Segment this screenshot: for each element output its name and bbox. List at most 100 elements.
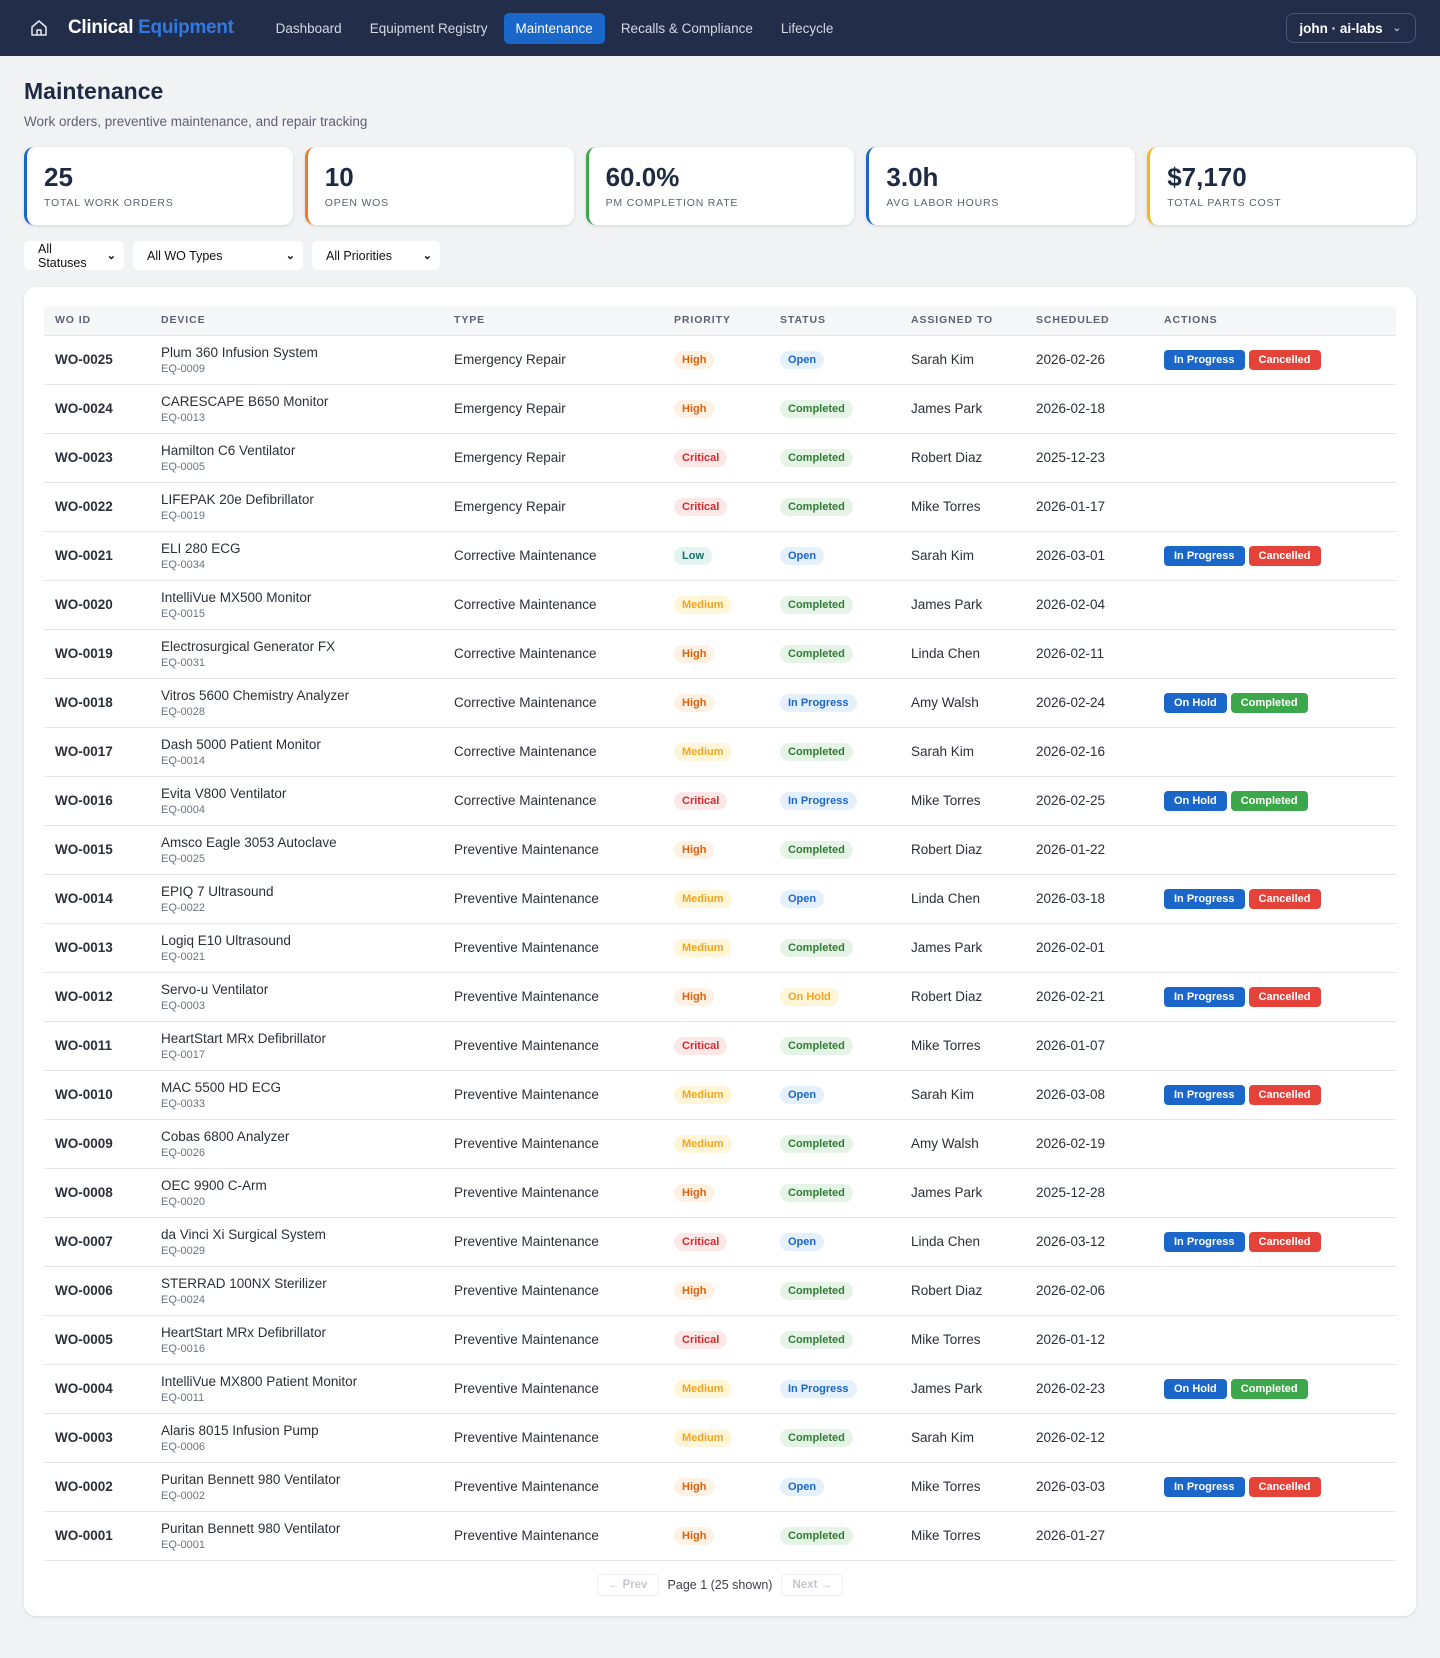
table-row[interactable]: WO-0013 Logiq E10 Ultrasound EQ-0021 Preven… [44,923,1396,973]
mark-cancelled-button[interactable]: Cancelled [1248,545,1321,566]
wo-id[interactable]: WO-0025 [44,335,150,385]
wo-id[interactable]: WO-0019 [44,629,150,679]
wo-id[interactable]: WO-0018 [44,678,150,728]
mark-in-progress-button[interactable]: In Progress [1164,1084,1245,1105]
col-assigned-to[interactable]: Assigned To [900,306,1025,336]
table-row[interactable]: WO-0025 Plum 360 Infusion System EQ-0009 Em… [44,335,1396,385]
wo-id[interactable]: WO-0015 [44,825,150,875]
table-row[interactable]: WO-0017 Dash 5000 Patient Monitor EQ-0014 C… [44,727,1396,777]
wo-id[interactable]: WO-0010 [44,1070,150,1120]
table-row[interactable]: WO-0016 Evita V800 Ventilator EQ-0004 Corre… [44,776,1396,826]
mark-completed-button[interactable]: Completed [1230,1378,1308,1399]
wo-id[interactable]: WO-0004 [44,1364,150,1414]
app-brand[interactable]: Clinical Equipment [68,17,234,39]
home-icon[interactable] [24,13,54,43]
mark-on-hold-button[interactable]: On Hold [1164,692,1227,713]
wo-id[interactable]: WO-0014 [44,874,150,924]
nav-tab-equipment-registry[interactable]: Equipment Registry [369,20,488,36]
nav-tab-lifecycle[interactable]: Lifecycle [780,20,834,36]
table-row[interactable]: WO-0003 Alaris 8015 Infusion Pump EQ-0006 P… [44,1413,1396,1463]
wo-id[interactable]: WO-0013 [44,923,150,973]
table-row[interactable]: WO-0009 Cobas 6800 Analyzer EQ-0026 Prevent… [44,1119,1396,1169]
mark-in-progress-button[interactable]: In Progress [1164,349,1245,370]
wo-id[interactable]: WO-0012 [44,972,150,1022]
wo-id[interactable]: WO-0022 [44,482,150,532]
mark-cancelled-button[interactable]: Cancelled [1248,1476,1321,1497]
mark-in-progress-button[interactable]: In Progress [1164,545,1245,566]
mark-completed-button[interactable]: Completed [1230,692,1308,713]
wo-type: Preventive Maintenance [443,874,663,924]
wo-id[interactable]: WO-0024 [44,384,150,434]
table-row[interactable]: WO-0012 Servo-u Ventilator EQ-0003 Preventi… [44,972,1396,1022]
mark-in-progress-button[interactable]: In Progress [1164,1231,1245,1252]
nav-tab-recalls-compliance[interactable]: Recalls & Compliance [620,20,753,36]
table-row[interactable]: WO-0010 MAC 5500 HD ECG EQ-0033 Preventive … [44,1070,1396,1120]
table-row[interactable]: WO-0014 EPIQ 7 Ultrasound EQ-0022 Preventiv… [44,874,1396,924]
wo-id[interactable]: WO-0016 [44,776,150,826]
mark-cancelled-button[interactable]: Cancelled [1248,349,1321,370]
wo-id[interactable]: WO-0005 [44,1315,150,1365]
wo-id[interactable]: WO-0009 [44,1119,150,1169]
mark-completed-button[interactable]: Completed [1230,790,1308,811]
table-row[interactable]: WO-0023 Hamilton C6 Ventilator EQ-0005 Emer… [44,433,1396,483]
priority-badge: Medium [674,1085,732,1104]
table-row[interactable]: WO-0021 ELI 280 ECG EQ-0034 Corrective Main… [44,531,1396,581]
table-row[interactable]: WO-0002 Puritan Bennett 980 Ventilator EQ-… [44,1462,1396,1512]
table-row[interactable]: WO-0022 LIFEPAK 20e Defibrillator EQ-0019 E… [44,482,1396,532]
nav-tab-maintenance[interactable]: Maintenance [503,12,605,44]
wo-id[interactable]: WO-0021 [44,531,150,581]
priority-badge: Critical [674,1232,728,1251]
wo-id[interactable]: WO-0003 [44,1413,150,1463]
table-row[interactable]: WO-0006 STERRAD 100NX Sterilizer EQ-0024 Pr… [44,1266,1396,1316]
col-wo-id[interactable]: WO ID [44,306,150,336]
mark-cancelled-button[interactable]: Cancelled [1248,888,1321,909]
col-priority[interactable]: Priority [663,306,769,336]
wo-id[interactable]: WO-0011 [44,1021,150,1071]
mark-on-hold-button[interactable]: On Hold [1164,790,1227,811]
status-filter-select[interactable]: All Statuses ⌄ [24,241,124,270]
wo-id[interactable]: WO-0020 [44,580,150,630]
mark-cancelled-button[interactable]: Cancelled [1248,1231,1321,1252]
wo-id[interactable]: WO-0002 [44,1462,150,1512]
col-device[interactable]: Device [150,306,443,336]
mark-cancelled-button[interactable]: Cancelled [1248,1084,1321,1105]
wo-type: Preventive Maintenance [443,1070,663,1120]
col-status[interactable]: Status [769,306,900,336]
mark-in-progress-button[interactable]: In Progress [1164,888,1245,909]
wo-id[interactable]: WO-0008 [44,1168,150,1218]
wo-type-filter-select[interactable]: All WO Types ⌄ [133,241,303,270]
equipment-id: EQ-0026 [161,1146,206,1159]
col-type[interactable]: Type [443,306,663,336]
mark-in-progress-button[interactable]: In Progress [1164,1476,1245,1497]
prev-page-button[interactable]: ← Prev [596,1573,659,1596]
priority-filter-select[interactable]: All Priorities ⌄ [312,241,440,270]
mark-on-hold-button[interactable]: On Hold [1164,1378,1227,1399]
table-row[interactable]: WO-0024 CARESCAPE B650 Monitor EQ-0013 Emer… [44,384,1396,434]
nav-tab-dashboard[interactable]: Dashboard [275,20,342,36]
wo-id[interactable]: WO-0023 [44,433,150,483]
table-row[interactable]: WO-0015 Amsco Eagle 3053 Autoclave EQ-0025… [44,825,1396,875]
table-row[interactable]: WO-0004 IntelliVue MX800 Patient Monitor E… [44,1364,1396,1414]
table-row[interactable]: WO-0001 Puritan Bennett 980 Ventilator EQ-… [44,1511,1396,1561]
device-cell: IntelliVue MX800 Patient Monitor EQ-0011 [150,1364,443,1414]
table-row[interactable]: WO-0019 Electrosurgical Generator FX EQ-00… [44,629,1396,679]
wo-id[interactable]: WO-0006 [44,1266,150,1316]
col-scheduled[interactable]: Scheduled [1025,306,1153,336]
table-row[interactable]: WO-0011 HeartStart MRx Defibrillator EQ-00… [44,1021,1396,1071]
user-menu-button[interactable]: john · ai-labs ⌄ [1286,13,1416,43]
mark-cancelled-button[interactable]: Cancelled [1248,986,1321,1007]
mark-in-progress-button[interactable]: In Progress [1164,986,1245,1007]
table-row[interactable]: WO-0008 OEC 9900 C-Arm EQ-0020 Preventive M… [44,1168,1396,1218]
wo-id[interactable]: WO-0017 [44,727,150,777]
next-page-button[interactable]: Next → [781,1573,844,1596]
table-row[interactable]: WO-0005 HeartStart MRx Defibrillator EQ-00… [44,1315,1396,1365]
table-row[interactable]: WO-0007 da Vinci Xi Surgical System EQ-002… [44,1217,1396,1267]
wo-type: Preventive Maintenance [443,1119,663,1169]
table-row[interactable]: WO-0020 IntelliVue MX500 Monitor EQ-0015 Co… [44,580,1396,630]
actions-cell: On Hold Completed [1153,776,1396,826]
scheduled-date: 2026-03-01 [1025,531,1153,581]
wo-type: Corrective Maintenance [443,580,663,630]
table-row[interactable]: WO-0018 Vitros 5600 Chemistry Analyzer EQ-… [44,678,1396,728]
wo-id[interactable]: WO-0007 [44,1217,150,1267]
wo-id[interactable]: WO-0001 [44,1511,150,1561]
